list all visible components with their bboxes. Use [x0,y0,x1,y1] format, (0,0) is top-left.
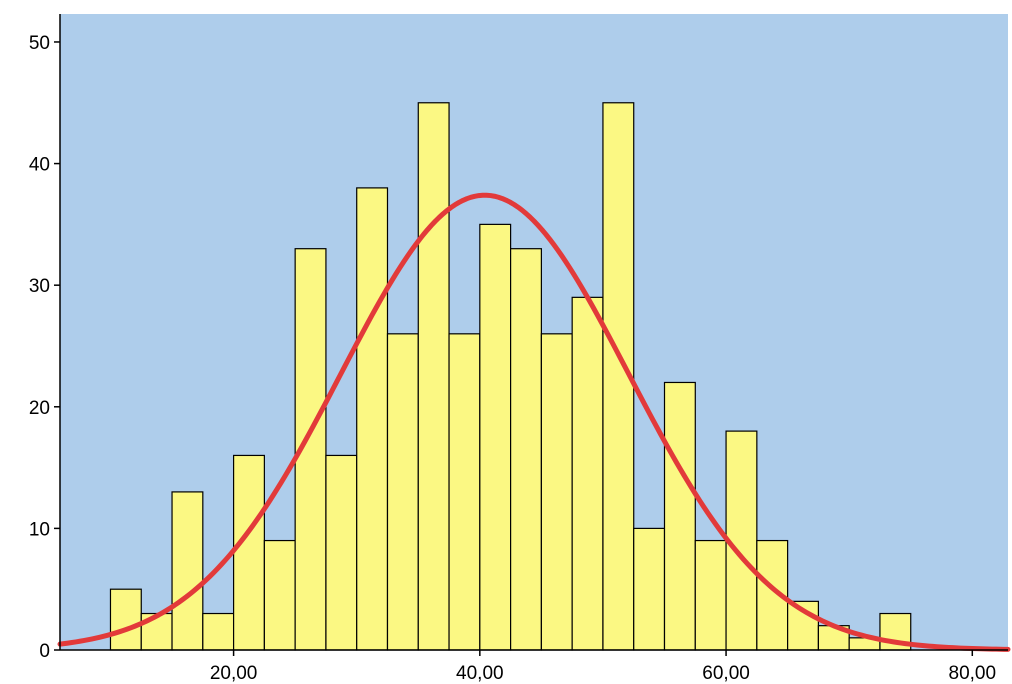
histogram-bars [109,102,912,651]
histogram-bar-8 [325,454,358,651]
x-tick-label: 40,00 [456,663,504,684]
x-tick-label: 60,00 [702,663,750,684]
histogram-bar-9 [356,187,389,651]
y-tick-label: 30 [29,276,50,297]
x-tick-label: 80,00 [949,663,997,684]
y-tick-label: 50 [29,33,50,54]
normal-curve [57,192,1011,652]
histogram-bar-1 [109,588,142,651]
y-tick-label: 40 [29,155,50,176]
x-tick-label: 20,00 [210,663,258,684]
histogram-bar-21 [725,430,758,651]
y-tick-label: 0 [39,641,50,662]
histogram-bar-12 [448,333,481,651]
histogram-bar-6 [263,539,296,651]
histogram-bar-15 [540,333,573,651]
x-axis-ticks: 20,00 40,00 60,00 80,00 [210,650,996,684]
axes [59,14,1008,651]
histogram-bar-3 [171,491,204,651]
histogram-bar-19 [663,381,696,651]
histogram-bar-14 [510,248,542,651]
histogram-bar-11 [417,102,450,651]
histogram-bar-18 [633,527,666,651]
histogram-bar-20 [694,539,727,651]
histogram-bar-10 [386,333,419,651]
histogram-bar-16 [571,296,604,651]
y-tick-label: 20 [29,398,50,419]
histogram-bar-4 [202,612,235,651]
histogram-bar-13 [479,223,512,651]
y-axis-ticks: 0 10 20 30 40 50 [29,33,60,662]
histogram-bar-5 [232,454,265,651]
y-tick-label: 10 [29,519,50,540]
